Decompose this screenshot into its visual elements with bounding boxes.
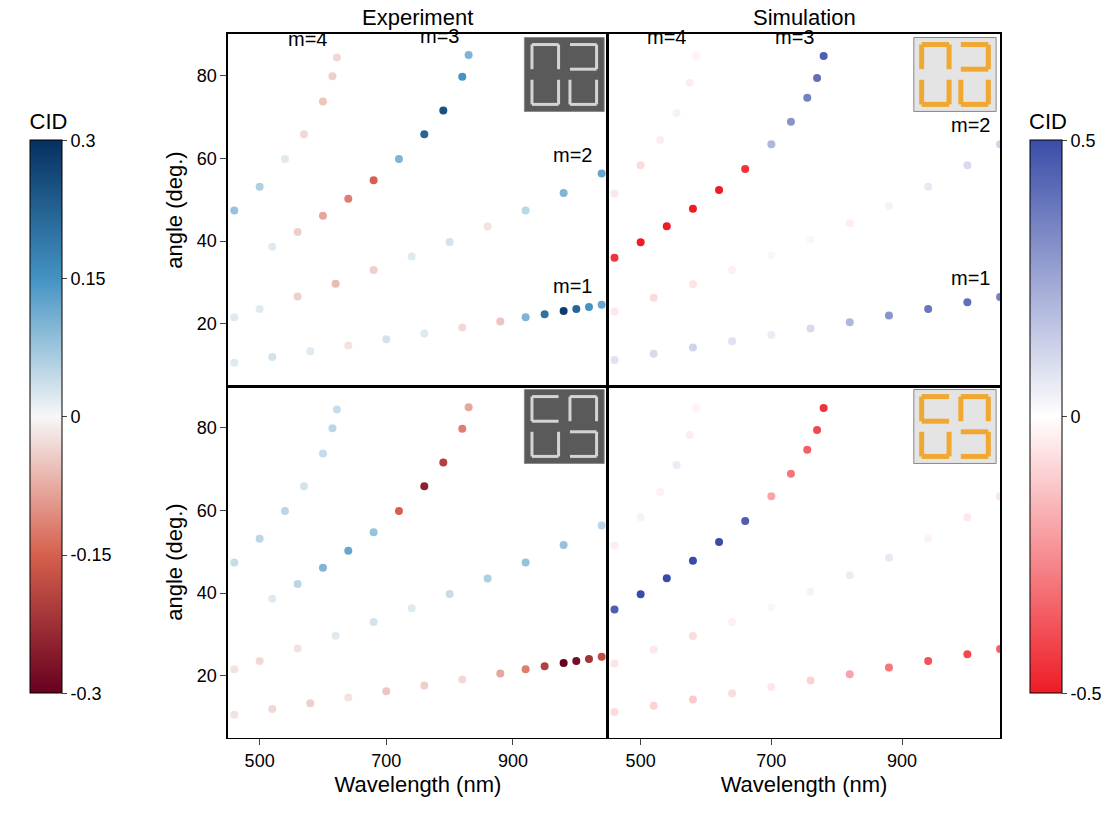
svg-text:80: 80 — [197, 66, 217, 86]
svg-text:20: 20 — [197, 666, 217, 686]
svg-text:CID: CID — [30, 109, 68, 134]
svg-text:700: 700 — [371, 751, 401, 771]
svg-text:80: 80 — [197, 418, 217, 438]
svg-text:m=2: m=2 — [553, 144, 592, 166]
svg-text:m=3: m=3 — [420, 25, 459, 47]
svg-text:20: 20 — [197, 314, 217, 334]
svg-text:-0.5: -0.5 — [1071, 684, 1102, 704]
svg-text:60: 60 — [197, 149, 217, 169]
svg-text:m=3: m=3 — [775, 26, 814, 48]
svg-text:m=2: m=2 — [951, 114, 990, 136]
svg-text:900: 900 — [887, 751, 917, 771]
svg-text:0: 0 — [71, 407, 81, 427]
svg-text:900: 900 — [498, 751, 528, 771]
svg-text:40: 40 — [197, 231, 217, 251]
svg-text:Experiment: Experiment — [362, 5, 473, 30]
svg-text:0.3: 0.3 — [71, 131, 96, 151]
svg-text:700: 700 — [756, 751, 786, 771]
svg-text:60: 60 — [197, 501, 217, 521]
svg-text:m=4: m=4 — [288, 28, 327, 50]
svg-text:0.5: 0.5 — [1071, 131, 1096, 151]
svg-text:CID: CID — [1029, 109, 1067, 134]
svg-text:angle (deg.): angle (deg.) — [162, 151, 187, 268]
svg-text:Wavelength (nm): Wavelength (nm) — [721, 772, 888, 797]
svg-text:500: 500 — [245, 751, 275, 771]
svg-text:angle (deg.): angle (deg.) — [162, 503, 187, 620]
svg-text:40: 40 — [197, 583, 217, 603]
svg-text:Wavelength (nm): Wavelength (nm) — [335, 772, 502, 797]
svg-text:500: 500 — [626, 751, 656, 771]
svg-text:m=1: m=1 — [951, 267, 990, 289]
svg-text:-0.3: -0.3 — [71, 684, 102, 704]
svg-text:m=1: m=1 — [553, 275, 592, 297]
svg-text:0.15: 0.15 — [71, 269, 106, 289]
svg-text:0: 0 — [1071, 407, 1081, 427]
svg-text:m=4: m=4 — [647, 26, 686, 48]
svg-text:Simulation: Simulation — [753, 5, 856, 30]
svg-text:-0.15: -0.15 — [71, 545, 112, 565]
